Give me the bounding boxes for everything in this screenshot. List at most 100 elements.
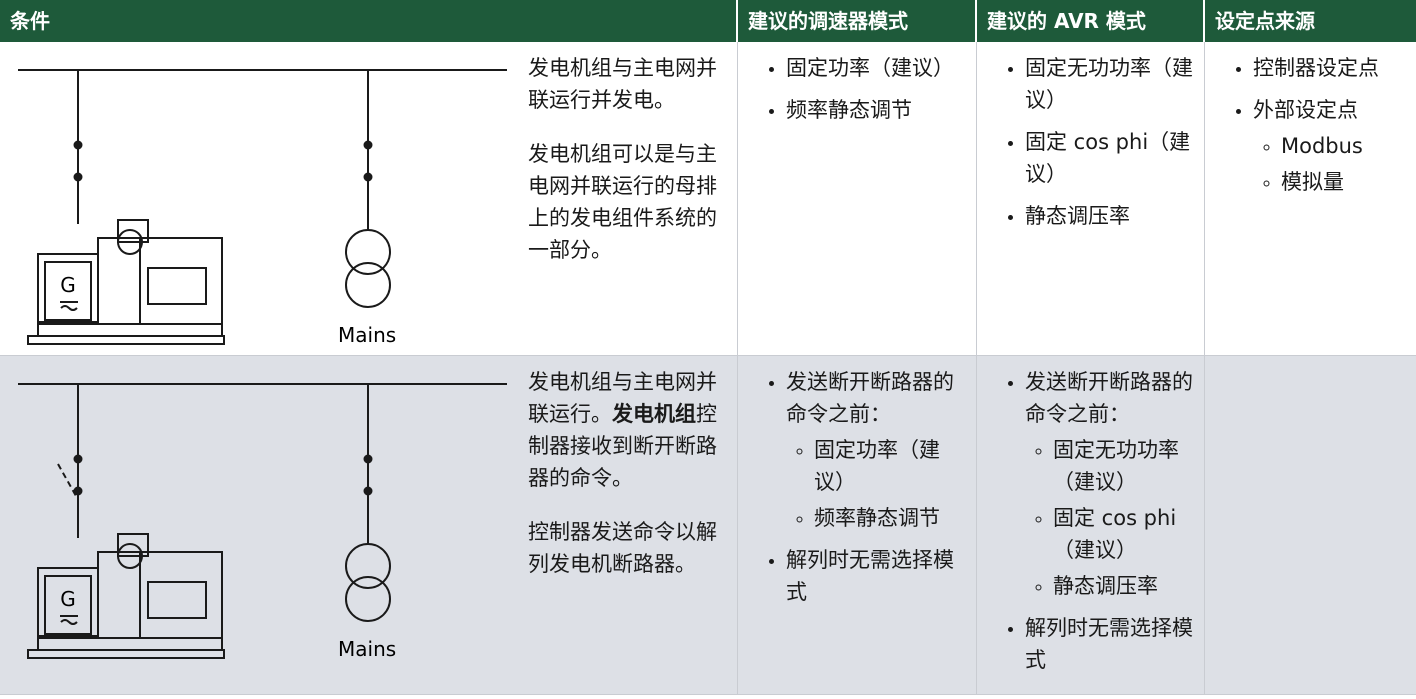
bullet-list: 控制器设定点外部设定点 Modbus 模拟量	[1205, 42, 1416, 198]
generator-label: G	[60, 587, 76, 611]
diagram-shape	[60, 619, 78, 625]
mains-label: Mains	[338, 323, 396, 347]
diagram-shape	[60, 305, 78, 311]
bullet-list: 发送断开断路器的命令之前：固定功率（建议）频率静态调节解列时无需选择模式	[738, 356, 976, 608]
description-paragraph: 发电机组与主电网并联运行并发电。	[528, 52, 718, 116]
diagram-cell: G Mains	[0, 42, 518, 356]
list-item: 固定无功功率（建议）	[1025, 52, 1195, 116]
description-text: 发电机组与主电网并联运行。	[528, 370, 717, 426]
list-item: 静态调压率	[1025, 200, 1195, 232]
list-item: 控制器设定点	[1253, 52, 1416, 84]
sub-list: Modbus 模拟量	[1253, 126, 1416, 198]
description-text: 发电机组可以是与主电网并联运行的母排上的发电组件系统的一部分。	[528, 142, 717, 262]
list-text: 静态调压率	[1025, 204, 1130, 228]
diagram-shape	[147, 267, 207, 305]
single-line-diagram: G Mains	[18, 69, 507, 347]
diagram-shape	[73, 486, 83, 496]
diagram-shape	[73, 140, 83, 150]
diagram-shape	[117, 219, 149, 243]
list-item: 发送断开断路器的命令之前：固定功率（建议）频率静态调节	[786, 366, 956, 534]
diagram-shape	[117, 533, 149, 557]
description-paragraph: 发电机组可以是与主电网并联运行的母排上的发电组件系统的一部分。	[528, 138, 718, 266]
diagram-shape	[139, 551, 223, 639]
sub-list-item: 固定无功功率（建议）	[1053, 434, 1203, 498]
list-text: 解列时无需选择模式	[786, 548, 954, 604]
list-text: 发送断开断路器的命令之前：	[786, 370, 954, 426]
description-text: 发电机组	[612, 402, 696, 426]
sub-list-item: 固定功率（建议）	[814, 434, 964, 498]
sub-list-item: 模拟量	[1281, 166, 1416, 198]
list-item: 外部设定点 Modbus 模拟量	[1253, 94, 1416, 198]
diagram-shape	[345, 229, 391, 275]
table-row: G Mains 发电机组与主电网并联运行并发电。发电机组可以是与主电网并联运行的母排…	[0, 42, 1416, 356]
diagram-shape	[345, 576, 391, 622]
list-item: 固定功率（建议）	[786, 52, 956, 84]
diagram-shape	[97, 237, 141, 325]
diagram-shape	[363, 172, 373, 182]
diagram-cell: G Mains	[0, 356, 518, 695]
list-item: 发送断开断路器的命令之前：固定无功功率（建议）固定 cos phi（建议）静态调…	[1025, 366, 1195, 602]
diagram-shape	[117, 543, 143, 569]
diagram-shape	[37, 637, 223, 651]
description-paragraph: 发电机组与主电网并联运行。发电机组控制器接收到断开断路器的命令。	[528, 366, 718, 494]
governor-cell: 固定功率（建议） 频率静态调节	[738, 42, 977, 356]
header-cell: 条件	[0, 0, 738, 42]
diagram-shape	[363, 140, 373, 150]
sub-list-item: 固定 cos phi（建议）	[1053, 502, 1203, 566]
mains-label: Mains	[338, 637, 396, 661]
list-text: 频率静态调节	[786, 98, 912, 122]
list-text: 控制器设定点	[1253, 56, 1379, 80]
diagram-shape	[345, 543, 391, 589]
description-text: 控制器接收到断开断路器的命令。	[528, 402, 717, 490]
description-cell: 发电机组与主电网并联运行。发电机组控制器接收到断开断路器的命令。控制器发送命令以…	[518, 356, 738, 695]
header-cell: 建议的调速器模式	[738, 0, 977, 42]
diagram-shape	[139, 237, 223, 325]
list-item: 解列时无需选择模式	[1025, 612, 1195, 676]
diagram-shape	[345, 262, 391, 308]
bullet-list	[1205, 356, 1416, 366]
header-cell: 建议的 AVR 模式	[977, 0, 1205, 42]
diagram-shape	[147, 581, 207, 619]
list-text: 发送断开断路器的命令之前：	[1025, 370, 1193, 426]
avr-cell: 发送断开断路器的命令之前：固定无功功率（建议）固定 cos phi（建议）静态调…	[977, 356, 1205, 695]
setpoint-cell	[1205, 356, 1416, 695]
list-text: 固定功率（建议）	[786, 56, 954, 80]
diagram-shape	[27, 649, 225, 659]
list-item: 固定 cos phi（建议）	[1025, 126, 1195, 190]
diagram-shape	[73, 172, 83, 182]
diagram-shape	[363, 454, 373, 464]
sub-list-item: 静态调压率	[1053, 570, 1203, 602]
diagram-shape	[73, 454, 83, 464]
diagram-shape	[97, 551, 141, 639]
list-item: 解列时无需选择模式	[786, 544, 956, 608]
governor-cell: 发送断开断路器的命令之前：固定功率（建议）频率静态调节解列时无需选择模式	[738, 356, 977, 695]
sub-list: 固定功率（建议）频率静态调节	[786, 430, 956, 534]
diagram-shape	[57, 463, 77, 497]
diagram-shape	[37, 323, 223, 337]
bullet-list: 发送断开断路器的命令之前：固定无功功率（建议）固定 cos phi（建议）静态调…	[977, 356, 1204, 676]
header-cell: 设定点来源	[1205, 0, 1416, 42]
bullet-list: 固定无功功率（建议） 固定 cos phi（建议） 静态调压率	[977, 42, 1204, 232]
sub-list-item: 频率静态调节	[814, 502, 964, 534]
list-text: 解列时无需选择模式	[1025, 616, 1193, 672]
list-text: 外部设定点	[1253, 98, 1358, 122]
description-text: 发电机组与主电网并联运行并发电。	[528, 56, 717, 112]
generator-label: G	[60, 273, 76, 297]
diagram-shape	[44, 261, 92, 321]
avr-cell: 固定无功功率（建议） 固定 cos phi（建议） 静态调压率	[977, 42, 1205, 356]
description-text: 控制器发送命令以解列发电机断路器。	[528, 520, 717, 576]
diagram-shape	[363, 486, 373, 496]
bullet-list: 固定功率（建议） 频率静态调节	[738, 42, 976, 126]
single-line-diagram: G Mains	[18, 383, 507, 661]
list-item: 频率静态调节	[786, 94, 956, 126]
table-row: G Mains 发电机组与主电网并联运行。发电机组控制器接收到断开断路器的命令。 控制…	[0, 356, 1416, 695]
diagram-shape	[117, 229, 143, 255]
description-cell: 发电机组与主电网并联运行并发电。发电机组可以是与主电网并联运行的母排上的发电组件…	[518, 42, 738, 356]
description-paragraph: 控制器发送命令以解列发电机断路器。	[528, 516, 718, 580]
diagram-shape	[44, 575, 92, 635]
sub-list: 固定无功功率（建议）固定 cos phi（建议）静态调压率	[1025, 430, 1195, 602]
sub-list-item: Modbus	[1281, 130, 1416, 162]
diagram-shape	[27, 335, 225, 345]
list-text: 固定 cos phi（建议）	[1025, 130, 1191, 186]
